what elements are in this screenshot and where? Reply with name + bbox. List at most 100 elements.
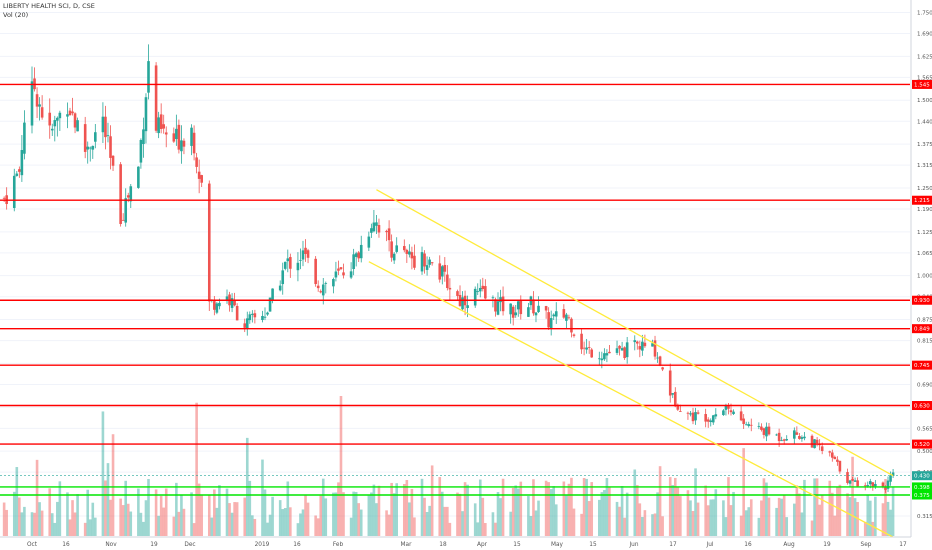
level-label-text: 0.930 bbox=[914, 298, 930, 304]
time-tick-label: Sep bbox=[861, 542, 872, 548]
volume-bar bbox=[440, 491, 444, 536]
chart-header: LIBERTY HEALTH SCI, D, CSE Vol (20) bbox=[3, 2, 95, 20]
time-tick-label: 19 bbox=[150, 542, 158, 548]
candle bbox=[803, 432, 806, 441]
volume-bar bbox=[71, 500, 74, 536]
volume-bar bbox=[668, 477, 672, 536]
volume-bar bbox=[66, 492, 69, 536]
candle bbox=[266, 311, 269, 316]
candle-body bbox=[658, 356, 662, 366]
candle-body bbox=[40, 107, 44, 118]
candle-body bbox=[798, 435, 801, 439]
candle-body bbox=[283, 261, 287, 269]
volume-bar bbox=[243, 497, 247, 536]
candle bbox=[641, 334, 644, 356]
volume-bar bbox=[319, 495, 323, 536]
candle-body bbox=[225, 296, 229, 301]
volume-bar bbox=[501, 478, 505, 536]
volume-bar bbox=[532, 479, 535, 536]
candle-body bbox=[377, 225, 381, 233]
candle-body bbox=[245, 318, 249, 329]
candle bbox=[848, 479, 852, 488]
candle bbox=[245, 311, 249, 336]
candle-body bbox=[673, 391, 677, 407]
volume-bar bbox=[38, 502, 41, 536]
time-tick-label: 16 bbox=[62, 542, 70, 548]
candle-body bbox=[446, 274, 449, 289]
candle bbox=[481, 277, 485, 292]
level-label-text: 1.215 bbox=[914, 198, 930, 204]
price-tick-label: 1.000 bbox=[917, 274, 932, 280]
volume-bar bbox=[739, 515, 743, 536]
candle-body bbox=[20, 150, 24, 176]
volume-bar bbox=[757, 517, 761, 536]
level-label: 0.745 bbox=[912, 360, 932, 370]
volume-bar bbox=[724, 517, 728, 536]
candle-body bbox=[367, 236, 371, 248]
volume-bar bbox=[109, 499, 112, 536]
volume-bar bbox=[820, 495, 824, 536]
candle bbox=[372, 209, 376, 233]
candle bbox=[190, 124, 193, 156]
candle-body bbox=[810, 435, 814, 448]
volume-bar bbox=[172, 516, 176, 536]
candle bbox=[732, 409, 735, 416]
time-axis-bg bbox=[0, 537, 932, 550]
candle bbox=[798, 433, 801, 440]
candle-body bbox=[342, 272, 345, 276]
volume-bar bbox=[868, 500, 872, 536]
candle-body bbox=[23, 122, 26, 154]
candle bbox=[828, 450, 832, 457]
candle bbox=[387, 220, 391, 252]
candle-body bbox=[180, 140, 183, 152]
volume-bar bbox=[638, 503, 642, 536]
candle bbox=[747, 421, 751, 428]
candle-body bbox=[724, 405, 728, 410]
candle-body bbox=[871, 482, 875, 487]
candle bbox=[714, 408, 718, 420]
volume-bar bbox=[509, 511, 512, 536]
level-label-text: 0.520 bbox=[914, 442, 930, 448]
candle-body bbox=[466, 305, 469, 309]
symbol-title: LIBERTY HEALTH SCI, D, CSE bbox=[3, 2, 95, 10]
candle-body bbox=[711, 415, 715, 423]
candle-body bbox=[50, 128, 54, 131]
candle bbox=[800, 435, 804, 442]
candle bbox=[633, 335, 637, 351]
candle bbox=[793, 427, 796, 444]
candle-body bbox=[18, 169, 21, 172]
volume-bar bbox=[590, 482, 594, 536]
candle bbox=[456, 289, 459, 301]
candle-body bbox=[58, 112, 62, 119]
volume-bar bbox=[623, 517, 626, 536]
volume-bar bbox=[192, 523, 196, 536]
volume-bar bbox=[20, 512, 24, 536]
candle bbox=[446, 265, 449, 291]
candle-body bbox=[886, 480, 890, 489]
price-tick-label: 0.500 bbox=[917, 449, 932, 455]
volume-bar bbox=[129, 511, 133, 536]
volume-bar bbox=[377, 485, 381, 536]
time-tick-label: 17 bbox=[669, 542, 677, 548]
candle-body bbox=[671, 393, 675, 395]
volume-bar bbox=[587, 501, 591, 536]
candle-body bbox=[481, 285, 485, 290]
volume-bar bbox=[306, 502, 310, 536]
candle bbox=[334, 261, 338, 282]
candle-body bbox=[691, 412, 695, 422]
candle bbox=[572, 333, 576, 338]
volume-bar bbox=[410, 488, 414, 536]
candle bbox=[587, 341, 591, 354]
candle-body bbox=[172, 133, 176, 142]
candle bbox=[301, 240, 305, 267]
candle-body bbox=[511, 306, 515, 318]
level-label-bg bbox=[912, 490, 932, 500]
candle bbox=[519, 295, 523, 320]
candle-body bbox=[686, 412, 690, 414]
volume-bar bbox=[838, 484, 842, 536]
level-label: 0.430 bbox=[912, 471, 932, 481]
volume-bar bbox=[884, 478, 887, 536]
candle bbox=[91, 145, 95, 159]
volume-bar bbox=[620, 486, 624, 536]
